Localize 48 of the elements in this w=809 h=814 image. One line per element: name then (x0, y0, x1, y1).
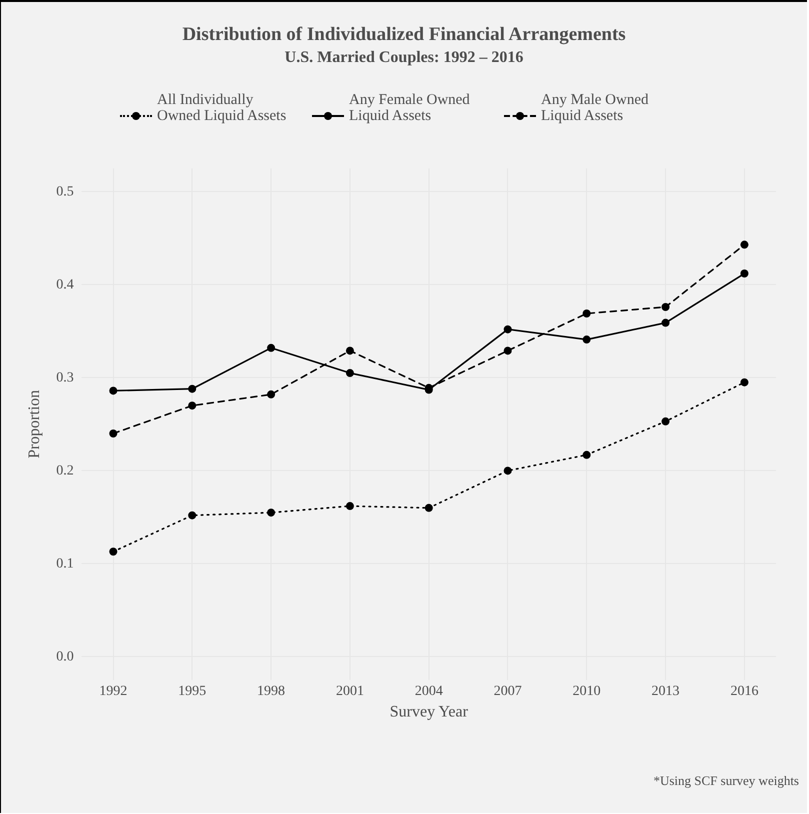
y-tick-label: 0.2 (56, 463, 74, 478)
legend-label: All Individually Owned Liquid Assets (157, 92, 288, 124)
point (662, 417, 670, 426)
point (582, 450, 591, 459)
y-tick-label: 0.1 (56, 556, 74, 572)
point (582, 310, 591, 318)
point (109, 548, 118, 556)
x-tick-label: 2004 (414, 684, 443, 700)
point (740, 378, 748, 386)
point (267, 344, 276, 352)
point (504, 466, 512, 475)
point (504, 346, 512, 355)
x-tick-label: 2013 (652, 684, 680, 700)
point (662, 302, 670, 311)
point (346, 502, 354, 510)
x-axis-title: Survey Year (390, 704, 469, 721)
y-tick-label: 0.0 (56, 649, 74, 664)
legend-label: Any Male Owned Liquid Assets (541, 92, 650, 124)
point (504, 325, 512, 334)
x-tick-label: 1995 (178, 684, 206, 700)
y-axis-title: Proportion (26, 390, 43, 458)
x-tick-label: 2001 (336, 684, 364, 700)
chart-subtitle: U.S. Married Couples: 1992 – 2016 (284, 49, 524, 67)
point (188, 511, 196, 520)
y-tick-label: 0.3 (56, 370, 74, 386)
x-tick-label: 2016 (730, 684, 758, 700)
point (424, 504, 433, 512)
point (188, 402, 196, 410)
y-tick-label: 0.4 (56, 277, 74, 292)
x-tick-label: 1992 (99, 684, 128, 700)
point (267, 390, 276, 398)
point (582, 336, 591, 344)
x-tick-label: 2007 (494, 684, 522, 700)
point (662, 318, 670, 327)
point (109, 430, 118, 438)
y-tick-label: 0.5 (56, 184, 74, 200)
text: *Using SCF survey weights (653, 773, 799, 789)
x-tick-label: 1998 (257, 684, 286, 700)
point (740, 240, 748, 249)
x-tick-label: 2010 (572, 684, 601, 700)
point (267, 508, 276, 517)
chart-title: Distribution of Individualized Financial Arrangements (181, 24, 627, 46)
point (346, 369, 354, 378)
point (740, 270, 748, 278)
legend-label: Any Female Owned Liquid Assets (349, 92, 471, 124)
point (188, 384, 196, 393)
point (346, 346, 354, 355)
point (109, 386, 118, 395)
